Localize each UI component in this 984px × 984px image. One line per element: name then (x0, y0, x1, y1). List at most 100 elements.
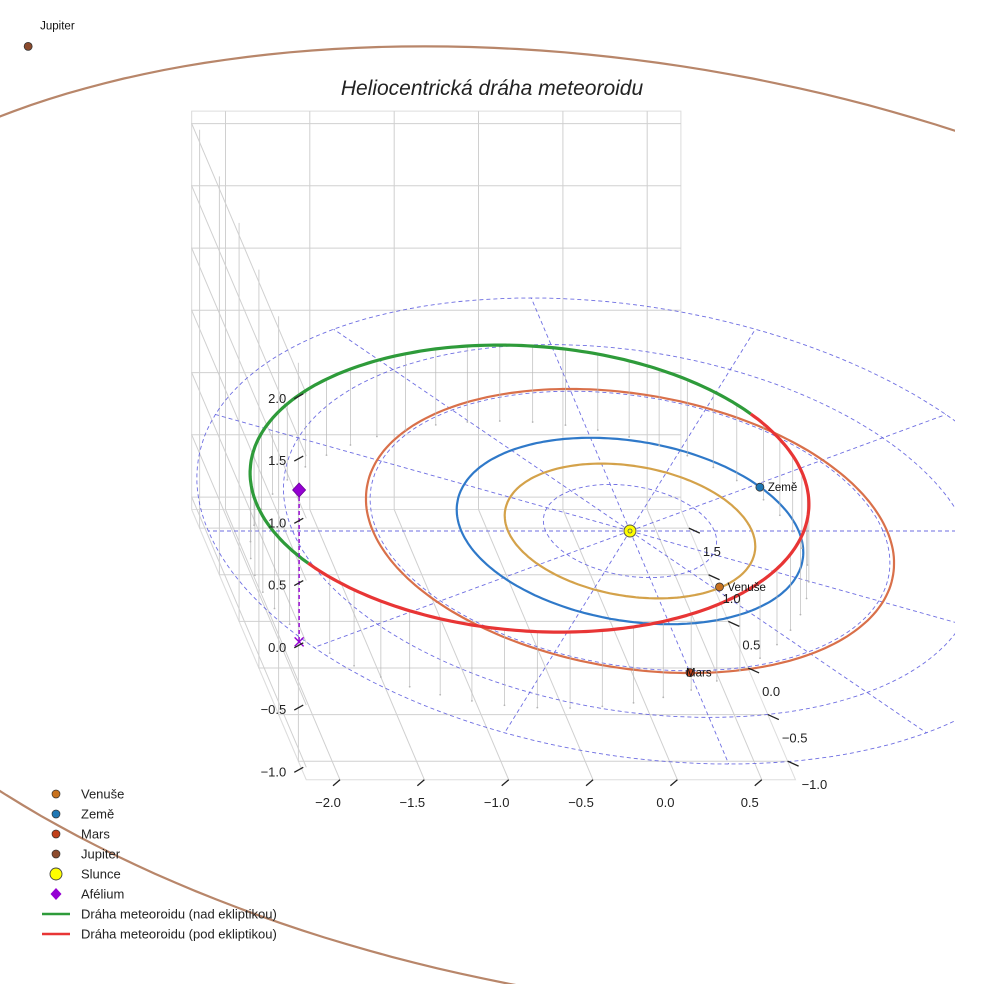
drop-dot (503, 704, 506, 707)
drop-dot (789, 629, 792, 631)
drop-dot (379, 676, 382, 678)
y-tick-label: 0.0 (762, 684, 780, 699)
legend-item-zeme: Země (51, 807, 114, 822)
planet-zeme (755, 482, 765, 492)
drop-dot (735, 479, 738, 482)
ecliptic-radial (629, 328, 756, 532)
grid-line-x (225, 111, 341, 780)
orbit-venuse (503, 462, 757, 600)
x-tick-label: −1.0 (484, 795, 510, 810)
legend-label: Venuše (81, 787, 124, 802)
drop-dot (569, 707, 572, 709)
legend: Venuše Země Mars Jupiter Slunce Afélium Dráha … (42, 787, 277, 942)
meteoroid-orbit (248, 343, 811, 634)
drop-dot (791, 530, 794, 533)
meteoroid-orbit-below (307, 412, 811, 634)
y-tick-label: 1.5 (703, 544, 721, 559)
drop-dot (325, 454, 328, 457)
x-tick-label: 0.5 (741, 795, 759, 810)
legend-item-venuse: Venuše (51, 787, 124, 802)
drop-dot (658, 444, 661, 447)
grid-line-y (238, 222, 729, 622)
legend-marker (51, 829, 61, 839)
drop-dot (799, 613, 802, 616)
legend-item-afelium: Afélium (50, 887, 124, 902)
drop-dot (738, 669, 741, 672)
z-tick-label: 0.5 (268, 578, 286, 593)
legend-label: Dráha meteoroidu (pod ekliptikou) (81, 927, 277, 942)
drop-dot (253, 574, 256, 577)
y-tick-label: −0.5 (782, 731, 808, 746)
legend-item-draha-meteoroidu-pod-ekliptikou: Dráha meteoroidu (pod ekliptikou) (42, 927, 277, 942)
legend-label: Mars (81, 827, 110, 842)
x-tick (754, 779, 763, 787)
drop-dot (273, 607, 276, 610)
grid-line-x (478, 111, 594, 780)
planet-mars (685, 668, 695, 678)
legend-label: Afélium (81, 887, 124, 902)
z-tick-label: 0.0 (268, 640, 286, 655)
y-tick (747, 667, 760, 674)
ecliptic-radial (313, 530, 631, 648)
drop-dot (261, 591, 264, 594)
drop-dot (712, 466, 715, 469)
drop-dot (286, 478, 289, 481)
ecliptic-radial (333, 328, 631, 532)
drop-dot (408, 685, 411, 688)
grid-line-z (190, 123, 681, 394)
z-tick-label: −1.0 (261, 764, 287, 779)
drop-dot (288, 623, 291, 626)
y-tick (688, 527, 701, 534)
grid-line-z (190, 185, 681, 457)
drop-dot (328, 652, 331, 654)
ecliptic-radial (530, 297, 631, 532)
drop-dot (800, 547, 803, 549)
x-tick (501, 779, 510, 787)
z-tick-label: −0.5 (261, 702, 287, 717)
planet-label-venuse: Venuše (727, 582, 765, 594)
orbit-zeme (455, 436, 805, 626)
y-tick (787, 760, 799, 767)
legend-marker (49, 867, 63, 881)
grid-line-x (562, 111, 678, 780)
drop-dot (759, 657, 761, 659)
drop-dot (778, 514, 781, 517)
drop-dot (439, 693, 442, 696)
x-tick-label: −2.0 (315, 795, 341, 810)
z-tick-label: 1.0 (268, 515, 286, 530)
z-tick (293, 517, 304, 524)
drop-dot (596, 429, 599, 431)
legend-label: Dráha meteoroidu (nad ekliptikou) (81, 907, 277, 922)
ecliptic-radial (629, 530, 927, 734)
drop-dot (353, 664, 355, 667)
grid-line-y (199, 129, 689, 529)
grid-line-x (309, 111, 425, 780)
grid-line-y (278, 316, 768, 716)
chart-title: Heliocentrická dráha meteoroidu (341, 77, 644, 100)
grid-line-y (258, 269, 749, 669)
z-tick (293, 455, 304, 462)
legend-marker (51, 809, 61, 819)
drop-dot (249, 557, 252, 560)
legend-label: Slunce (81, 867, 121, 882)
pane-floor (190, 509, 797, 781)
x-tick-label: 0.0 (656, 795, 674, 810)
aphelion-projection-marker (294, 636, 305, 647)
drop-dot (601, 705, 604, 708)
drop-dot (628, 435, 631, 438)
grid-line-z (190, 372, 681, 643)
z-tick (293, 642, 304, 649)
grid-line-x (393, 111, 510, 780)
x-tick-label: −0.5 (568, 795, 594, 810)
bodies: Venuše Země Mars Jupiter (23, 20, 797, 680)
axes-grid (190, 111, 788, 780)
y-tick (767, 713, 780, 721)
drop-dot (271, 493, 274, 495)
drop-dot (466, 421, 469, 423)
drop-dot (531, 421, 534, 423)
drop-dot (776, 643, 778, 646)
drop-dot (715, 680, 718, 682)
legend-marker (50, 888, 62, 900)
drop-dot (632, 701, 635, 704)
drop-dot (434, 423, 437, 426)
